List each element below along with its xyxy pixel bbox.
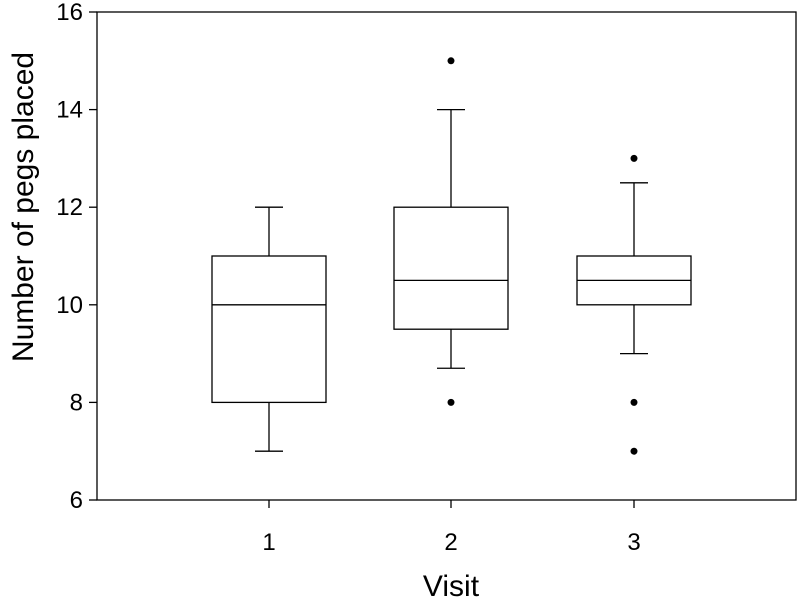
outlier-point	[630, 447, 638, 455]
x-axis-title: Visit	[423, 570, 480, 603]
outlier-point	[630, 398, 638, 406]
plot-frame	[96, 11, 797, 501]
chart-marks	[211, 57, 692, 455]
y-tick-label: 12	[56, 194, 83, 221]
box-group-visit-3	[576, 154, 692, 455]
outlier-point	[447, 57, 455, 65]
box-iqr	[393, 206, 509, 330]
y-tick-label: 14	[56, 97, 83, 124]
outlier-point	[630, 154, 638, 162]
y-tick-label: 6	[70, 487, 83, 514]
x-tick-label: 1	[262, 529, 275, 556]
y-tick-label: 8	[70, 389, 83, 416]
box-group-visit-1	[211, 206, 327, 452]
box-iqr	[211, 255, 327, 404]
y-tick-label: 16	[56, 0, 83, 26]
box-group-visit-2	[393, 57, 509, 406]
y-axis-title: Number of pegs placed	[7, 52, 40, 362]
x-tick-label: 2	[444, 529, 457, 556]
y-tick-label: 10	[56, 292, 83, 319]
outlier-point	[447, 398, 455, 406]
x-tick-label: 3	[627, 529, 640, 556]
